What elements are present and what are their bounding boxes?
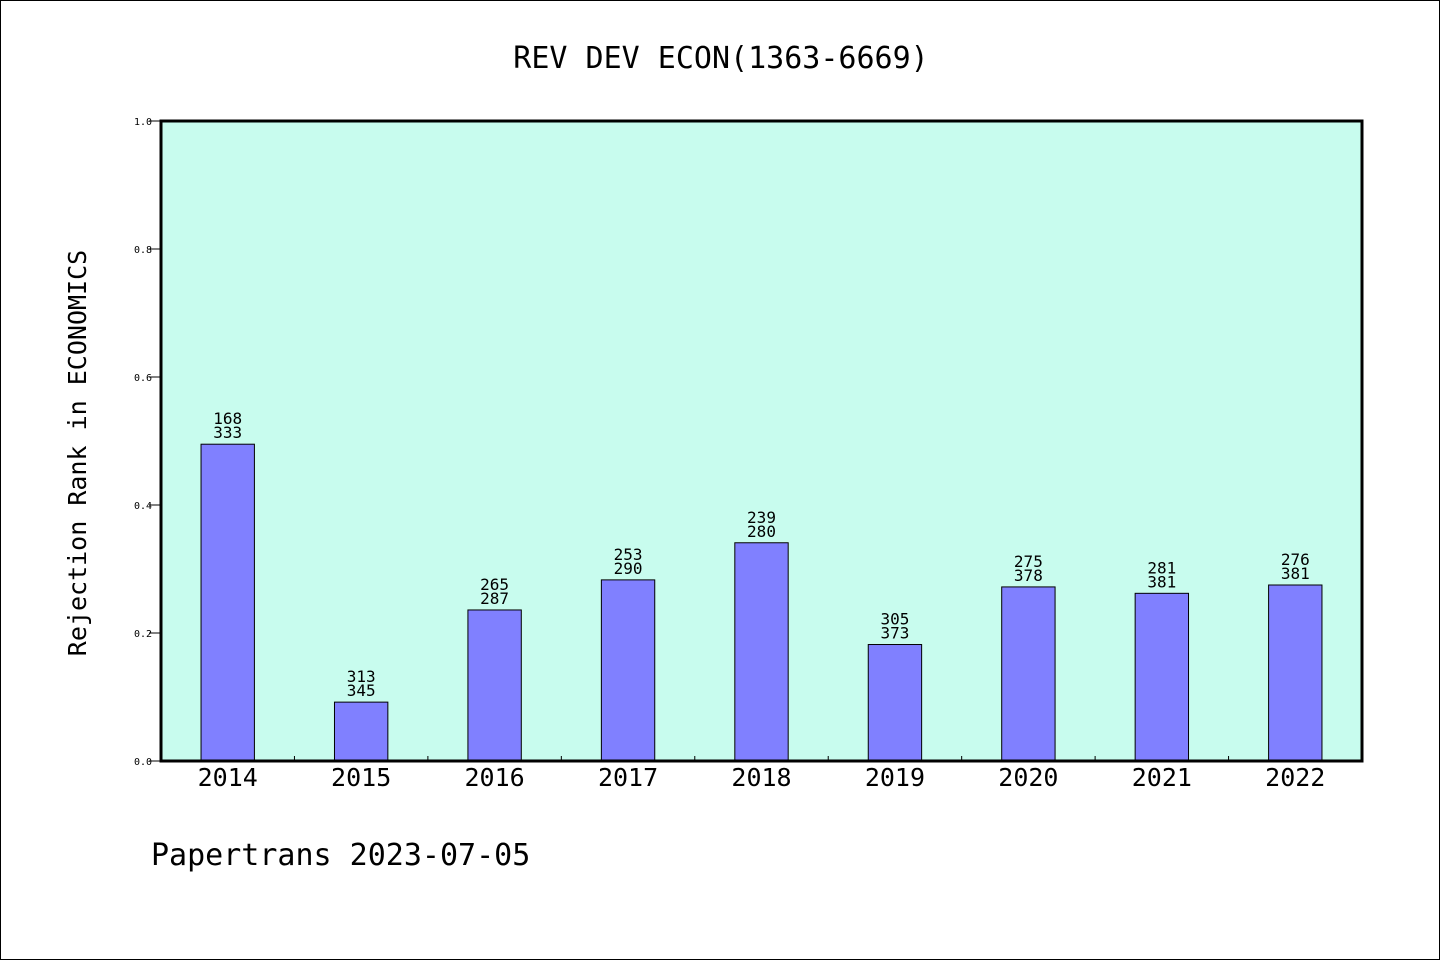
bar-label-top: 265 <box>480 575 509 594</box>
y-tick-label: 0.6 <box>134 373 152 384</box>
x-tick-label: 2017 <box>598 763 658 792</box>
bars <box>200 443 1323 762</box>
x-tick-label: 2014 <box>198 763 258 792</box>
bar-2014 <box>200 443 255 762</box>
bar-label-top: 281 <box>1147 558 1176 577</box>
y-tick-label: 0.4 <box>134 501 152 512</box>
bar-2018 <box>734 542 789 762</box>
y-tick-label: 0.8 <box>134 245 152 256</box>
bar-label-top: 253 <box>614 545 643 564</box>
y-axis: 0.0 0.2 0.4 0.6 0.8 1.0 <box>134 117 161 768</box>
bar-labels: 1683333133452652872532902392803053732753… <box>213 409 1309 700</box>
plot-frame <box>159 119 1364 763</box>
bar-2016 <box>467 609 522 762</box>
bar-label-bottom: 378 <box>1014 566 1043 585</box>
bar-2020 <box>1001 586 1056 762</box>
bar-2015 <box>333 701 389 762</box>
bar-label-top: 313 <box>347 667 376 686</box>
bar-2022 <box>1268 584 1323 762</box>
x-tick-label: 2022 <box>1265 763 1325 792</box>
bar-2019 <box>867 644 923 762</box>
x-tick-label: 2018 <box>731 763 791 792</box>
x-tick-label: 2019 <box>865 763 925 792</box>
bar-label-top: 305 <box>880 610 909 629</box>
y-tick-label: 0.0 <box>134 757 152 768</box>
chart-title: REV DEV ECON(1363-6669) <box>513 41 928 76</box>
bar-label-top: 239 <box>747 508 776 527</box>
x-axis: 2014 2015 2016 2017 2018 2019 2020 2021 2022 <box>198 756 1325 792</box>
x-tick-label: 2020 <box>998 763 1058 792</box>
x-tick-label: 2015 <box>331 763 391 792</box>
bar-label-bottom: 381 <box>1281 564 1310 583</box>
bar-label-bottom: 290 <box>614 559 643 578</box>
bar-label-bottom: 373 <box>880 624 909 643</box>
x-tick-label: 2016 <box>465 763 525 792</box>
footer-text: Papertrans 2023-07-05 <box>151 838 530 873</box>
bar-label-top: 275 <box>1014 552 1043 571</box>
bar-label-bottom: 345 <box>347 681 376 700</box>
y-tick-label: 0.2 <box>134 629 152 640</box>
bar-2017 <box>600 579 656 762</box>
y-tick-label: 1.0 <box>134 117 152 128</box>
bar-label-top: 168 <box>213 409 242 428</box>
y-axis-label: Rejection Rank in ECONOMICS <box>63 250 92 656</box>
bar-label-bottom: 381 <box>1147 572 1176 591</box>
bar-label-bottom: 333 <box>213 423 242 442</box>
bar-label-top: 276 <box>1281 550 1310 569</box>
bar-2021 <box>1134 592 1190 762</box>
bar-label-bottom: 287 <box>480 589 509 608</box>
bar-label-bottom: 280 <box>747 522 776 541</box>
x-tick-label: 2021 <box>1132 763 1192 792</box>
